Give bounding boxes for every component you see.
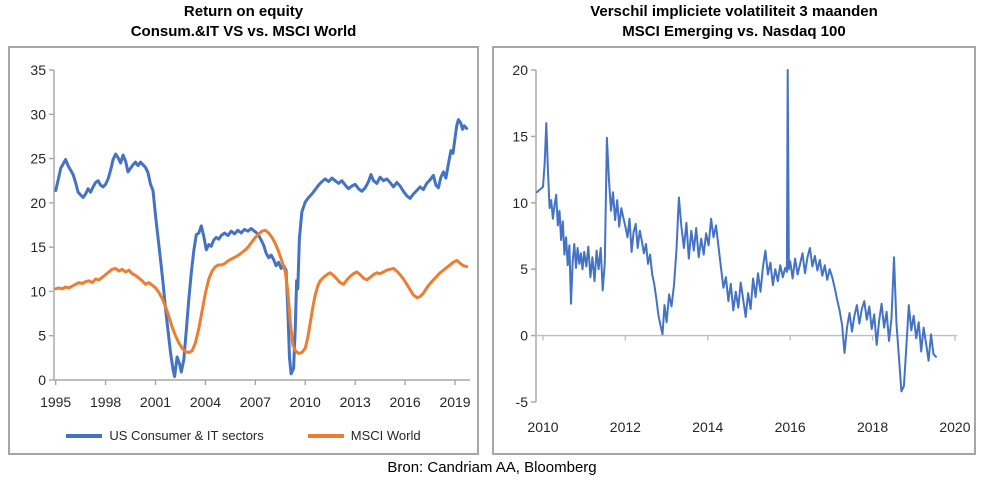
x-tick-label: 2019 [439, 394, 470, 410]
right-chart-title: Verschil impliciete volatiliteit 3 maand… [492, 2, 976, 42]
x-tick-label: 2010 [527, 419, 558, 435]
y-tick-label: 0 [38, 372, 46, 388]
left-chart-title-line1: Return on equity [183, 3, 304, 20]
x-tick-label: 2010 [290, 394, 321, 410]
x-tick-label: 2013 [340, 394, 371, 410]
y-tick-label: 10 [30, 283, 46, 299]
legend-label-us-consumer-it-sectors: US Consumer & IT sectors [109, 428, 264, 443]
vol-chart: -5 0 5 10 15 20 2010 2012 2014 2016 2018 2020 [512, 62, 970, 435]
x-tick-label: 2018 [857, 419, 888, 435]
x-tick-label: 2016 [775, 419, 806, 435]
y-tick-label: 5 [520, 261, 528, 277]
roe-chart-legend: US Consumer & IT sectors MSCI World [10, 428, 477, 443]
y-tick-label: 10 [512, 195, 528, 211]
x-tick-label: 2014 [692, 419, 723, 435]
left-chart-title-line2: Consum.&IT VS vs. MSCI World [130, 23, 357, 40]
x-tick-label: 2007 [240, 394, 271, 410]
left-chart-title: Return on equity Consum.&IT VS vs. MSCI … [8, 2, 479, 42]
y-tick-label: 25 [30, 151, 46, 167]
axes: -5 0 5 10 15 20 2010 2012 2014 2016 2018 2020 [512, 62, 970, 435]
y-tick-label: 35 [30, 62, 46, 78]
legend-item-msci-world: MSCI World [307, 428, 421, 443]
y-tick-label: 30 [30, 106, 46, 122]
x-tick-label: 2012 [610, 419, 641, 435]
series-line-impliciete-volatiliteit-verschil [535, 69, 937, 393]
y-tick-label: 20 [512, 62, 528, 78]
y-tick-label: 15 [512, 128, 528, 144]
legend-line-swatch-blue [66, 433, 103, 438]
x-tick-label: 1995 [40, 394, 71, 410]
right-chart-title-line2: MSCI Emerging vs. Nasdaq 100 [622, 23, 846, 40]
vol-chart-panel: -5 0 5 10 15 20 2010 2012 2014 2016 2018 2020 [492, 46, 976, 455]
y-tick-label: -5 [516, 394, 529, 410]
source-caption: Bron: Candriam AA, Bloomberg [387, 459, 597, 476]
series-line-us-consumer-it-sectors [54, 118, 469, 378]
roe-chart: 0 5 10 15 20 25 30 35 1995 1998 2001 2004 2007 2010 20… [30, 62, 470, 410]
y-tick-label: 0 [520, 328, 528, 344]
right-chart-title-line1: Verschil impliciete volatiliteit 3 maand… [590, 3, 878, 20]
x-tick-label: 2020 [939, 419, 970, 435]
x-tick-label: 2001 [140, 394, 171, 410]
series-line-msci-world [54, 228, 469, 355]
legend-item-us-consumer-it-sectors: US Consumer & IT sectors [66, 428, 264, 443]
y-tick-label: 20 [30, 195, 46, 211]
legend-line-swatch-orange [307, 433, 344, 438]
roe-chart-panel: 0 5 10 15 20 25 30 35 1995 1998 2001 2004 2007 2010 20… [8, 46, 479, 455]
x-tick-label: 2016 [390, 394, 421, 410]
legend-label-msci-world: MSCI World [350, 428, 421, 443]
y-tick-label: 5 [38, 328, 46, 344]
axes: 0 5 10 15 20 25 30 35 1995 1998 2001 2004 2007 2010 20… [30, 62, 470, 410]
x-tick-label: 1998 [90, 394, 121, 410]
x-tick-label: 2004 [190, 394, 221, 410]
y-tick-label: 15 [30, 239, 46, 255]
